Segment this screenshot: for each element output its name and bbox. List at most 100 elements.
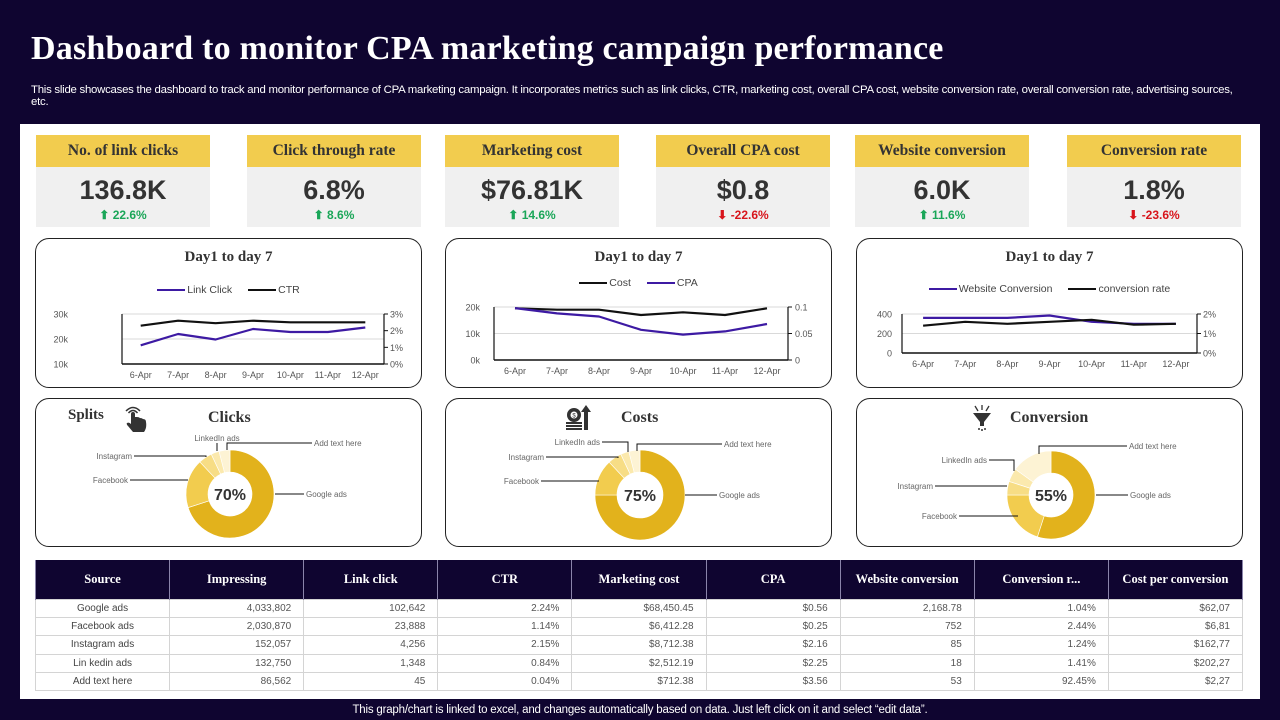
legend-label: CTR [278,284,300,296]
x-tick-label: 12-Apr [352,370,379,380]
series-line-ctr [140,319,366,327]
donut-card-conversion[interactable]: Conversion 55% Google ads Facebook Instagra… [856,398,1243,547]
line-chart-card-conversion[interactable]: Day1 to day 7 0 200 400 0% 1% 2% 6-Apr 7-Apr 8-A… [856,238,1243,388]
chart-legend: Cost CPA [446,277,831,289]
leader-line [602,441,629,452]
x-tick-label: 12-Apr [1162,359,1189,369]
table-row: Facebook ads 2,030,870 23,888 1.14% $6,412.2… [34,616,1244,637]
donut-title: Clicks [208,409,251,426]
kpi-body: $76.81K ⬆ 14.6% [445,167,619,227]
kpi-value: 1.8% [1123,175,1185,205]
chart-legend: Website Conversion conversion rate [857,283,1242,295]
donut-center-label: 55% [1035,488,1067,505]
table-cell: $202,27 [1107,653,1244,674]
slice-label: Google ads [1130,491,1171,500]
leader-line [134,455,207,457]
x-tick-label: 10-Apr [1078,359,1105,369]
splits-label: Splits [68,407,104,423]
donut-card-costs[interactable]: $ Costs 75% Google ads Facebook Instagram Li… [445,398,832,547]
table-cell: $3.56 [705,672,841,692]
kpi-label: Website conversion [855,135,1029,167]
y-right-tick-label: 2% [1203,310,1216,320]
line-chart-card-costs[interactable]: Day1 to day 7 0k 10k 20k 0 0.05 0.1 6-Apr 7-Apr… [445,238,832,388]
x-tick-label: 6-Apr [130,370,152,380]
legend-item: CTR [248,284,300,296]
legend-swatch [157,289,186,292]
table-header-cell: Source [34,560,171,599]
table-header-cell: Marketing cost [571,560,707,599]
source-cell: Lin kedin ads [34,653,171,674]
chart-title: Day1 to day 7 [184,249,273,265]
y-right-tick-label: 0 [795,356,800,366]
kpi-card: Conversion rate 1.8% ⬇ -23.6% [1067,135,1241,227]
table-cell: 53 [839,672,975,692]
table-cell: 4,256 [303,635,439,655]
table-header-cell: Website conversion [839,560,975,599]
y-right-tick-label: 3% [390,310,403,320]
arrow-up-icon: ⬆ [508,208,519,222]
table-cell: 2,030,870 [169,616,305,637]
x-tick-label: 9-Apr [242,370,264,380]
slice-label: Facebook [504,477,540,486]
source-cell: Facebook ads [34,616,171,637]
table-header-cell: CPA [705,560,841,599]
x-tick-label: 9-Apr [630,366,652,376]
kpi-label: Conversion rate [1067,135,1241,167]
slice-label: Instagram [96,452,132,461]
table-cell: 0.04% [437,672,573,692]
donut-title: Costs [621,409,659,426]
x-tick-label: 7-Apr [167,370,189,380]
x-tick-label: 11-Apr [1121,359,1147,369]
series-line-cost [514,307,768,317]
x-tick-label: 11-Apr [712,366,738,376]
kpi-value: $0.8 [716,175,770,205]
legend-item: Cost [579,277,631,289]
y-left-tick-label: 20k [465,303,480,313]
source-cell: Add text here [34,672,171,692]
y-left-tick-label: 10k [53,360,68,370]
donut-card-clicks[interactable]: Splits Clicks 70% Google ads Facebook Insta… [35,398,422,547]
kpi-delta-value: 22.6% [112,208,147,222]
table-cell: $0.56 [705,598,841,618]
legend-swatch [1068,288,1097,291]
kpi-value: 136.8K [79,175,167,205]
x-tick-label: 9-Apr [1038,359,1060,369]
y-left-tick-label: 400 [877,310,892,320]
x-tick-label: 10-Apr [669,366,696,376]
donut-slice-add-text-here [1014,450,1052,483]
x-tick-label: 7-Apr [546,366,568,376]
y-left-tick-label: 0k [470,356,480,366]
table-cell: 85 [839,635,975,655]
table-cell: 4,033,802 [169,598,305,618]
x-tick-label: 6-Apr [912,359,934,369]
table-header-cell: Cost per conversion [1107,560,1244,599]
table-cell: $62,07 [1107,598,1244,618]
chart-title: Day1 to day 7 [1005,249,1094,265]
kpi-delta-value: 8.6% [327,208,355,222]
y-right-tick-label: 0.1 [795,303,808,313]
table-row: Lin kedin ads 132,750 1,348 0.84% $2,512.19 $… [34,653,1244,674]
table-cell: $2.25 [705,653,841,674]
table-cell: 102,642 [303,598,439,618]
table-header-row: Source Impressing Link click CTR Marketing c… [34,560,1244,599]
y-right-tick-label: 0% [390,360,403,370]
donut-chart-clicks: 70% Google ads Facebook Instagram LinkedIn a… [93,434,362,539]
donut-center-label: 75% [624,488,656,505]
table-cell: $2,27 [1107,672,1244,692]
donut-slice-add-text-here [628,449,641,474]
table-cell: $6,81 [1107,616,1244,637]
donut-center-label: 70% [214,487,246,504]
arrow-up-icon: ⬆ [99,208,110,222]
kpi-delta-value: -22.6% [730,208,769,222]
table-header-cell: Conversion r... [973,560,1109,599]
line-chart-card-clicks[interactable]: Day1 to day 7 10k 20k 30k 0% 1% 2% 3% 6-Apr 7-Ap… [35,238,422,388]
y-right-tick-label: 0.05 [795,329,813,339]
slice-label: Facebook [922,512,958,521]
donut-slice-google-ads [187,449,275,539]
kpi-body: 6.0K ⬆ 11.6% [855,167,1029,227]
donut-slice-google-ads [594,449,686,541]
kpi-card: Click through rate 6.8% ⬆ 8.6% [247,135,421,227]
line-chart-conversion: 0 200 400 0% 1% 2% 6-Apr 7-Apr 8-Apr 9-Apr 10-Apr 1… [877,310,1216,370]
slice-label: Add text here [314,439,362,448]
kpi-delta: ⬇ -22.6% [656,208,830,222]
